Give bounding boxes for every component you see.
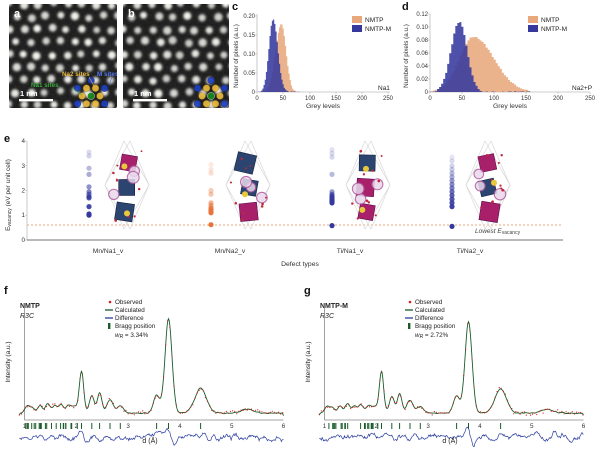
svg-text:4: 4 — [178, 423, 182, 430]
svg-text:Grey levels: Grey levels — [493, 103, 528, 110]
svg-text:3: 3 — [21, 163, 25, 170]
svg-text:0: 0 — [21, 237, 25, 244]
svg-text:150: 150 — [331, 96, 342, 102]
svg-text:Calculated: Calculated — [415, 307, 445, 314]
svg-text:4: 4 — [21, 138, 25, 145]
svg-text:6: 6 — [582, 423, 586, 430]
svg-text:5: 5 — [230, 423, 234, 430]
svg-text:0.06: 0.06 — [416, 51, 428, 57]
svg-text:150: 150 — [521, 96, 532, 102]
svg-text:Ti/Na1_v: Ti/Na1_v — [337, 248, 364, 255]
svg-text:2: 2 — [21, 188, 25, 195]
svg-text:1 nm: 1 nm — [20, 89, 38, 98]
svg-text:250: 250 — [585, 96, 596, 102]
svg-text:Difference: Difference — [415, 315, 444, 322]
svg-text:Defect types: Defect types — [281, 261, 319, 268]
svg-text:Lowest Evacancy: Lowest Evacancy — [475, 228, 521, 236]
svg-text:Intensity (a.u.): Intensity (a.u.) — [5, 341, 12, 382]
svg-text:6: 6 — [282, 423, 286, 430]
svg-text:3: 3 — [426, 423, 430, 430]
svg-text:0: 0 — [255, 96, 259, 102]
svg-text:3: 3 — [126, 423, 130, 430]
svg-text:1: 1 — [21, 212, 25, 219]
svg-text:Number of pixels (a.u.): Number of pixels (a.u.) — [233, 24, 240, 88]
svg-text:a: a — [14, 8, 21, 20]
svg-text:100: 100 — [489, 96, 500, 102]
svg-text:250: 250 — [383, 96, 394, 102]
svg-text:Na2 sites: Na2 sites — [62, 71, 90, 78]
svg-text:NMTP: NMTP — [365, 17, 383, 24]
svg-text:NMTP-M: NMTP-M — [365, 26, 391, 33]
svg-text:0.02: 0.02 — [416, 77, 428, 83]
svg-text:Mn/Na1_v: Mn/Na1_v — [93, 248, 124, 255]
svg-text:R3C: R3C — [20, 313, 35, 320]
svg-text:Difference: Difference — [115, 315, 144, 322]
svg-text:NMTP: NMTP — [20, 303, 40, 310]
svg-text:Na1 sites: Na1 sites — [31, 82, 59, 89]
svg-text:200: 200 — [357, 96, 368, 102]
svg-text:4: 4 — [478, 423, 482, 430]
svg-text:200: 200 — [553, 96, 564, 102]
svg-text:100: 100 — [305, 96, 316, 102]
svg-text:5: 5 — [530, 423, 534, 430]
svg-text:0.08: 0.08 — [416, 38, 428, 44]
svg-text:Ti/Na2_v: Ti/Na2_v — [457, 248, 484, 255]
svg-text:e: e — [4, 133, 10, 145]
svg-text:d: d — [402, 1, 409, 13]
svg-text:NMTP: NMTP — [541, 17, 559, 24]
svg-text:f: f — [4, 285, 8, 297]
svg-text:0.15: 0.15 — [243, 33, 255, 39]
svg-text:Grey levels: Grey levels — [306, 103, 341, 110]
svg-text:Calculated: Calculated — [115, 307, 145, 314]
svg-text:wR = 3.34%: wR = 3.34% — [115, 332, 149, 340]
svg-text:0.20: 0.20 — [243, 14, 255, 20]
svg-text:wR = 2.72%: wR = 2.72% — [415, 332, 449, 340]
svg-text:c: c — [232, 1, 238, 13]
svg-text:2: 2 — [75, 423, 79, 430]
svg-text:0.10: 0.10 — [243, 52, 255, 58]
svg-text:g: g — [304, 285, 311, 297]
svg-text:0: 0 — [428, 96, 432, 102]
svg-text:Bragg position: Bragg position — [415, 323, 456, 330]
svg-text:0.12: 0.12 — [416, 12, 428, 18]
svg-text:Bragg position: Bragg position — [115, 323, 156, 330]
svg-text:1: 1 — [323, 423, 327, 430]
svg-text:Na1: Na1 — [378, 85, 390, 92]
svg-text:NMTP-M: NMTP-M — [541, 26, 567, 33]
svg-text:Observed: Observed — [115, 299, 143, 306]
svg-text:50: 50 — [459, 96, 466, 102]
svg-text:1: 1 — [23, 423, 27, 430]
svg-text:d (Å): d (Å) — [142, 436, 157, 445]
svg-text:0.10: 0.10 — [416, 25, 428, 31]
svg-text:50: 50 — [280, 96, 287, 102]
svg-text:R3C: R3C — [320, 313, 335, 320]
svg-text:M sites: M sites — [97, 71, 117, 78]
svg-text:d (Å): d (Å) — [442, 436, 457, 445]
svg-text:0.05: 0.05 — [243, 71, 255, 77]
svg-text:Number of pixels (a.u.): Number of pixels (a.u.) — [403, 24, 410, 88]
svg-text:b: b — [128, 8, 135, 20]
svg-text:Observed: Observed — [415, 299, 443, 306]
svg-text:0.04: 0.04 — [416, 64, 428, 70]
svg-text:2: 2 — [375, 423, 379, 430]
svg-text:Intensity (a.u.): Intensity (a.u.) — [305, 341, 312, 382]
svg-text:1 nm: 1 nm — [134, 89, 152, 98]
svg-text:Evacancy (eV per unit cell): Evacancy (eV per unit cell) — [5, 159, 13, 231]
svg-text:Mn/Na2_v: Mn/Na2_v — [215, 248, 246, 255]
svg-text:Na2+P: Na2+P — [572, 85, 592, 92]
